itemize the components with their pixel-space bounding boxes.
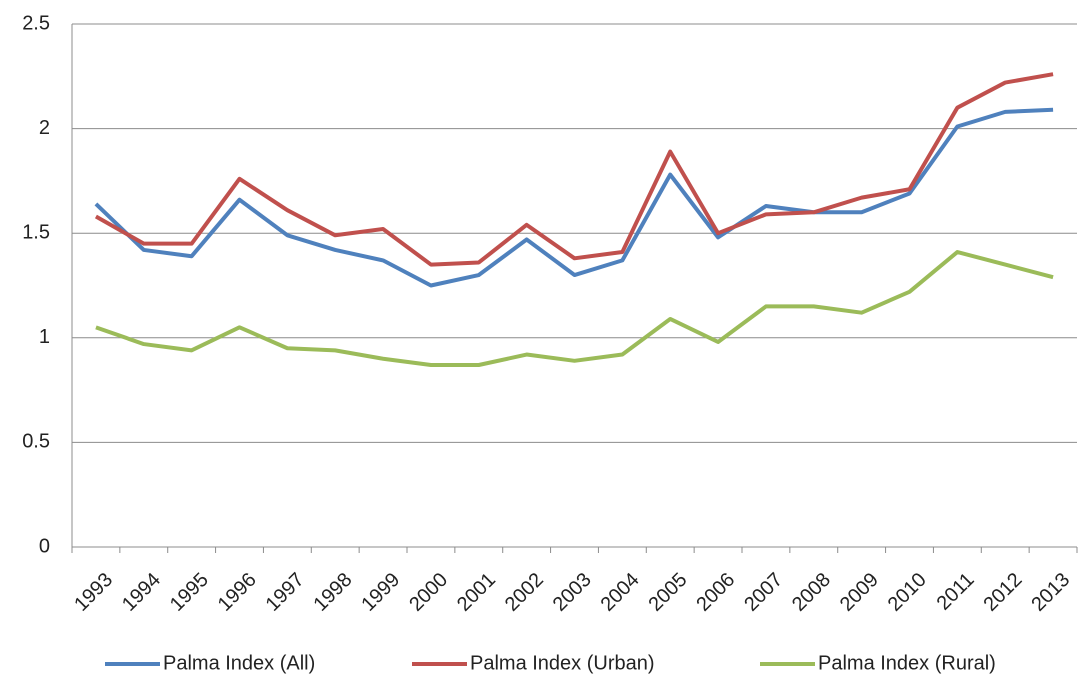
- x-tick-label: 1998: [309, 569, 356, 616]
- x-tick-label: 2013: [1027, 569, 1074, 616]
- x-tick-label: 2011: [933, 569, 979, 615]
- x-tick-label: 2003: [549, 569, 596, 616]
- y-tick-label: 0: [39, 535, 50, 557]
- x-tick-label: 1993: [70, 569, 117, 616]
- x-tick-label: 1995: [166, 569, 213, 616]
- y-tick-label: 0.5: [22, 431, 50, 453]
- x-tick-label: 1999: [357, 569, 404, 616]
- legend-label: Palma Index (Urban): [470, 652, 655, 674]
- data-line: [94, 107, 1054, 288]
- x-tick-label: 1996: [214, 569, 261, 616]
- data-line: [95, 250, 1054, 367]
- x-tick-label: 2008: [788, 569, 835, 616]
- x-tick-label: 1994: [118, 569, 165, 616]
- x-tick-label: 2001: [453, 569, 500, 616]
- y-tick-label: 1: [39, 326, 50, 348]
- legend-label: Palma Index (Rural): [818, 652, 996, 674]
- x-tick-label: 2000: [405, 569, 452, 616]
- legend-label: Palma Index (All): [163, 652, 315, 674]
- x-tick-label: 2004: [597, 569, 644, 616]
- x-tick-label: 2006: [692, 569, 739, 616]
- x-tick-label: 1997: [262, 569, 309, 616]
- x-tick-label: 2002: [501, 569, 548, 616]
- y-tick-label: 2: [39, 117, 50, 139]
- x-tick-label: 2009: [836, 569, 883, 616]
- data-line: [94, 72, 1054, 267]
- x-tick-label: 2012: [979, 569, 1026, 616]
- x-tick-label: 2005: [644, 569, 691, 616]
- y-tick-label: 1.5: [22, 221, 50, 243]
- y-tick-label: 2.5: [22, 12, 50, 34]
- x-tick-label: 2007: [740, 569, 787, 616]
- x-tick-label: 2010: [884, 569, 931, 616]
